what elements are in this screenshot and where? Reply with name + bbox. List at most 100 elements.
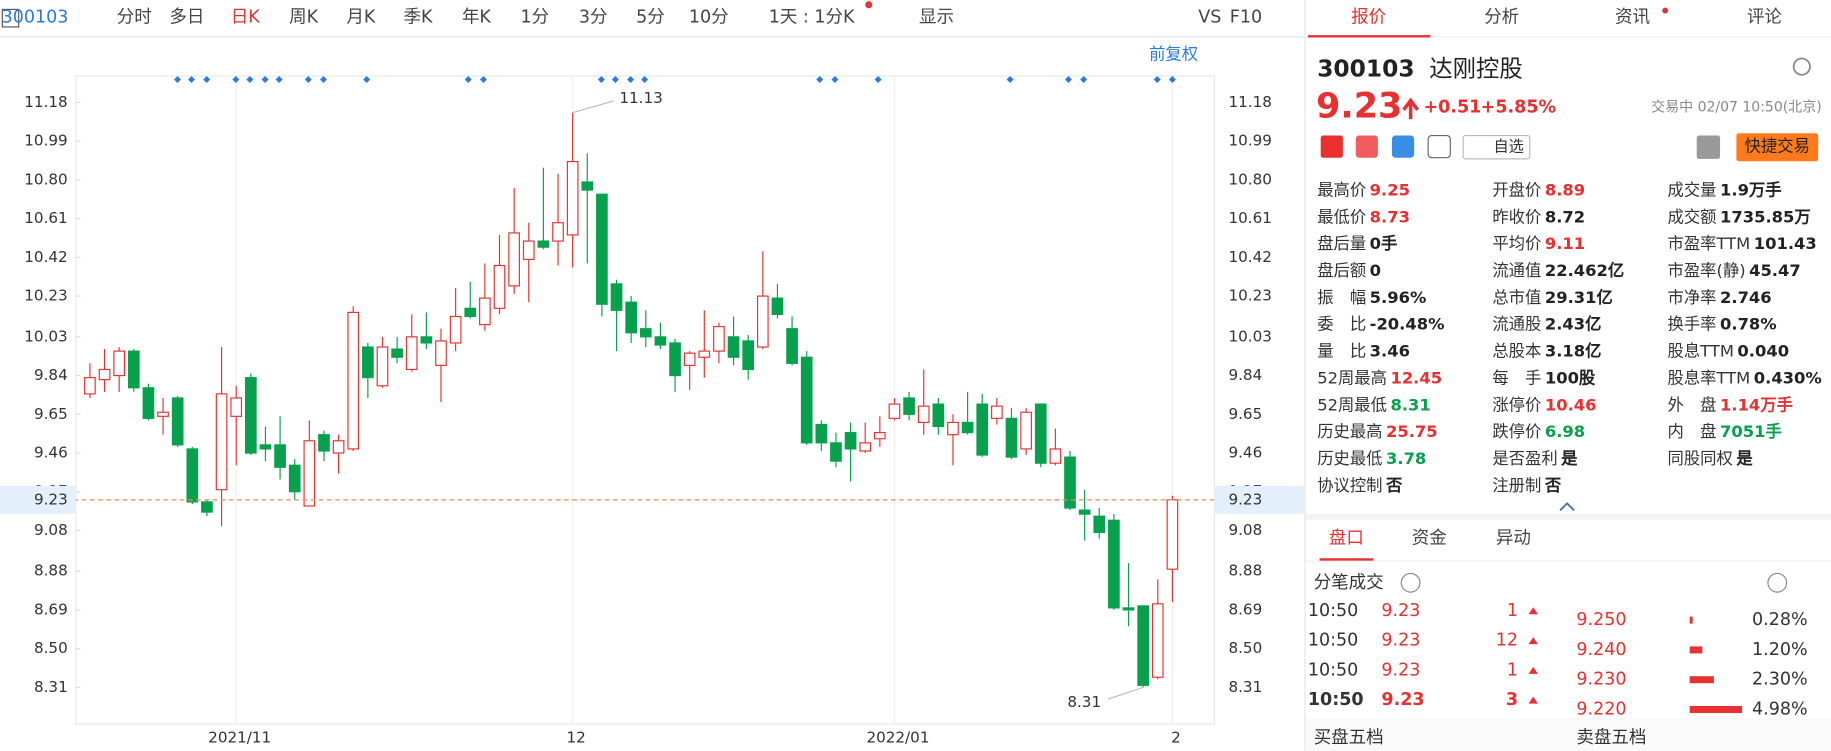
panel-tab[interactable]: 分析 — [1484, 8, 1519, 28]
event-marker[interactable] — [261, 75, 269, 83]
toolbar-item[interactable]: 10分 — [689, 8, 729, 28]
event-marker[interactable] — [188, 75, 196, 83]
event-marker[interactable] — [816, 75, 824, 83]
dist-price: 9.230 — [1576, 670, 1626, 690]
event-marker[interactable] — [1168, 75, 1176, 83]
candle-body — [464, 307, 477, 318]
book-title[interactable]: 买盘五档 — [1314, 728, 1384, 748]
stat-value: 25.75 — [1386, 422, 1438, 441]
event-marker[interactable] — [611, 75, 619, 83]
event-marker[interactable] — [831, 75, 839, 83]
candle-body — [493, 264, 506, 309]
event-marker[interactable] — [232, 75, 240, 83]
last-price-box — [1214, 485, 1305, 514]
stat-value: 101.43 — [1754, 234, 1817, 253]
watch-button[interactable] — [1462, 134, 1531, 160]
toolbar-item[interactable]: 月K — [346, 8, 375, 28]
event-marker[interactable] — [203, 75, 211, 83]
toolbar-item[interactable]: 5分 — [636, 8, 665, 28]
candle-body — [142, 387, 155, 419]
candle-body — [859, 442, 872, 452]
subtab[interactable]: 资金 — [1412, 528, 1447, 548]
toolbar-item[interactable]: F10 — [1230, 8, 1262, 28]
event-marker[interactable] — [627, 75, 635, 83]
flag-icon — [1320, 135, 1343, 158]
stat-value: 2.746 — [1720, 287, 1772, 306]
stat-value: 100股 — [1545, 368, 1596, 387]
stat: 量 比 3.46 — [1317, 341, 1410, 360]
adjust-mode[interactable]: 前复权 — [1149, 44, 1198, 63]
y2-tick-label: 9.65 — [1228, 405, 1262, 423]
stat-label: 跌停价 — [1492, 422, 1541, 441]
toolbar-item[interactable]: 季K — [404, 8, 433, 28]
toolbar-item[interactable]: 显示 — [919, 8, 954, 28]
toolbar-item[interactable]: 日K — [231, 8, 260, 28]
stat-value: 否 — [1385, 475, 1403, 494]
change-pct: +5.85% — [1481, 98, 1556, 118]
alert-button[interactable] — [1696, 135, 1721, 159]
toolbar-item[interactable]: 多日 — [169, 8, 204, 28]
toolbar-item[interactable]: 分时 — [117, 8, 152, 28]
subtab[interactable]: 异动 — [1496, 528, 1531, 548]
panel-tab[interactable]: 评论 — [1747, 8, 1782, 28]
event-marker[interactable] — [246, 75, 254, 83]
x-tick-label: 2021/11 — [208, 729, 271, 747]
candle-body — [449, 315, 462, 344]
toolbar-item[interactable]: 1分 — [520, 8, 549, 28]
toolbar-item[interactable]: 3分 — [579, 8, 608, 28]
stat-value: 8.89 — [1545, 180, 1585, 199]
dist-pct: 4.98% — [1752, 699, 1808, 719]
collapse-icon[interactable] — [1559, 502, 1575, 511]
candle-body — [961, 421, 974, 434]
event-marker[interactable] — [173, 75, 181, 83]
event-marker[interactable] — [641, 75, 649, 83]
candle-body — [742, 340, 755, 371]
candle-body — [435, 340, 447, 366]
trade-volume: 12 — [1496, 631, 1518, 651]
event-marker[interactable] — [1006, 75, 1014, 83]
event-marker[interactable] — [319, 75, 327, 83]
candle-body — [157, 411, 169, 417]
toolbar-item[interactable]: 周K — [289, 8, 318, 28]
y-tick-label: 9.46 — [34, 444, 68, 462]
y2-tick-label: 8.88 — [1228, 562, 1262, 580]
event-marker[interactable] — [1080, 75, 1088, 83]
trade-arrow — [1528, 666, 1538, 674]
event-marker[interactable] — [479, 75, 487, 83]
toolbar-item[interactable]: 300103 — [2, 8, 69, 28]
event-marker[interactable] — [1064, 75, 1072, 83]
stat-label: 最低价 — [1317, 207, 1366, 226]
event-marker[interactable] — [363, 75, 371, 83]
watch-label[interactable]: 自选 — [1494, 138, 1524, 156]
panel-tab[interactable]: 报价 — [1351, 8, 1386, 28]
stat-value: 0.78% — [1720, 314, 1777, 333]
event-marker[interactable] — [464, 75, 472, 83]
news-dot — [1662, 7, 1669, 14]
y2-tick-label: 9.46 — [1228, 444, 1262, 462]
event-marker[interactable] — [874, 75, 882, 83]
stat-value: 12.45 — [1390, 368, 1442, 387]
toolbar-item[interactable]: 年K — [462, 8, 491, 28]
event-marker[interactable] — [275, 75, 283, 83]
trade-label[interactable]: 快捷交易 — [1745, 137, 1810, 156]
stat-label: 换手率 — [1668, 314, 1717, 333]
toolbar-item[interactable]: VS — [1198, 8, 1221, 28]
candle-body — [683, 352, 696, 366]
trade-time: 10:50 — [1308, 690, 1364, 710]
candle-body — [288, 464, 301, 493]
more-icon[interactable] — [1767, 572, 1788, 593]
candle-body — [771, 297, 784, 316]
menu-icon[interactable] — [1, 8, 20, 28]
panel-tab[interactable]: 资讯 — [1615, 8, 1650, 28]
bottom-strip — [1305, 718, 1831, 751]
stat-value: 7051手 — [1720, 422, 1782, 441]
event-marker[interactable] — [597, 75, 605, 83]
toolbar-item[interactable]: 1天 : 1分K — [769, 8, 855, 28]
trade-button[interactable] — [1736, 133, 1819, 162]
candle-body — [903, 397, 915, 415]
subtab[interactable]: 盘口 — [1329, 528, 1364, 548]
book-title[interactable]: 卖盘五档 — [1576, 728, 1646, 748]
stat-value: 8.72 — [1545, 207, 1585, 226]
settings-icon[interactable] — [1792, 57, 1811, 76]
